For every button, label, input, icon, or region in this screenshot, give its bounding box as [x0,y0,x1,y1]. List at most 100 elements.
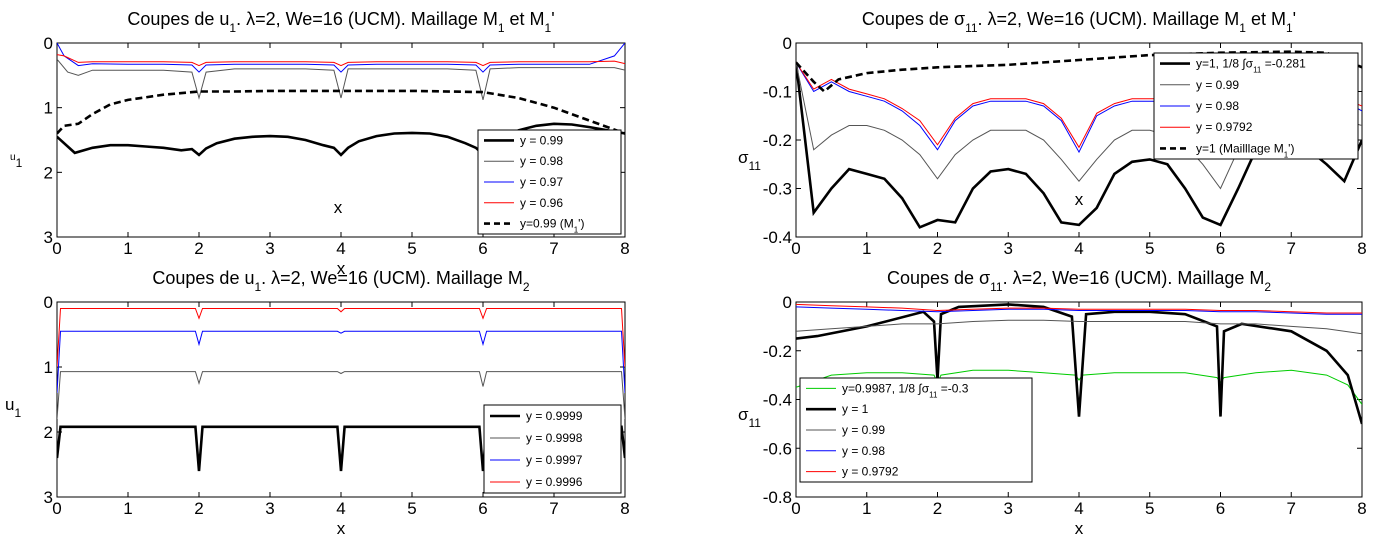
legend-label-part: 11 [929,390,938,399]
x-tick-label: 5 [407,239,416,258]
x-tick-label: 1 [862,239,871,258]
x-tick-label: 4 [336,239,345,258]
plot-annotation: x [1075,190,1084,209]
y-axis-label-part: 11 [749,416,762,430]
chart-title-part: 11 [990,280,1003,294]
y-tick-label: -0.2 [763,131,792,150]
chart-title-part: . λ=2, We=16 (UCM). Maillage M [261,268,523,288]
chart-title-part: . λ=2, We=16 (UCM). Maillage M [978,9,1240,29]
legend-label: y = 0.96 [520,196,563,210]
chart-title-part: 1 [229,21,236,35]
y-tick-label: -0.6 [763,439,792,458]
y-tick-label: 3 [44,488,53,507]
chart-title-part: 1 [1286,21,1293,35]
x-tick-label: 0 [52,499,61,518]
x-axis-label: x [1075,519,1084,538]
chart-title-part: Coupes de σ [887,268,990,288]
y-axis-label-part: σ [738,405,749,424]
legend-label: y = 0.98 [1196,99,1239,113]
y-tick-label: 0 [44,293,53,312]
y-axis-label-part: u [5,395,14,414]
x-tick-label: 7 [1287,239,1296,258]
y-tick-label: 1 [44,99,53,118]
chart-title: Coupes de σ11. λ=2, We=16 (UCM). Maillag… [887,268,1271,294]
chart-title: Coupes de u1. λ=2, We=16 (UCM). Maillage… [152,268,530,294]
y-axis-label: σ11 [738,148,761,173]
y-tick-label: 2 [44,163,53,182]
chart-title-part: 1 [498,21,505,35]
y-tick-label: -0.4 [763,391,792,410]
x-tick-label: 8 [1357,499,1366,518]
legend-label: y = 1 [842,402,869,416]
series-line-4 [796,306,1362,315]
chart-title-part: 2 [523,280,530,294]
series-line-3 [796,319,1362,335]
series-line-2 [57,58,625,101]
legend-box [483,404,622,494]
plot-annotation: x [334,198,343,217]
legend-label: y = 0.9792 [842,465,899,479]
chart-title-part: Coupes de σ [862,9,965,29]
y-axis-label: u1 [10,152,23,170]
x-tick-label: 0 [791,499,800,518]
y-tick-label: 0 [783,34,792,53]
legend-label: y=0.99 (M1') [520,217,584,235]
legend-label-part: 1 [1284,150,1289,159]
x-axis-label: x [337,259,346,278]
x-tick-label: 1 [123,499,132,518]
chart-title-part: et M [1246,9,1286,29]
legend-label-part: ') [578,217,584,231]
series-line-4 [57,54,625,67]
x-tick-label: 4 [1074,239,1083,258]
y-tick-label: 0 [44,34,53,53]
y-axis-label-part: 1 [14,406,21,420]
x-tick-label: 3 [1004,499,1013,518]
legend-label: y = 0.9997 [526,453,583,467]
legend-label: y=1, 1/8 ∫σ11 =-0.281 [1196,57,1306,75]
x-tick-label: 6 [478,499,487,518]
x-tick-label: 1 [862,499,871,518]
series-line-5 [57,89,625,135]
x-tick-label: 3 [265,499,274,518]
chart-title-part: 2 [1264,280,1271,294]
x-tick-label: 6 [1216,499,1225,518]
x-tick-label: 2 [194,239,203,258]
series-line-2 [796,303,1362,425]
series-group [796,303,1362,425]
series-line-3 [57,43,625,73]
legend-label-part: =-0.3 [937,381,968,395]
legend-label-part: σ [922,381,930,395]
x-tick-label: 0 [52,239,61,258]
y-axis-label-part: u [10,152,16,163]
x-tick-label: 7 [549,239,558,258]
x-tick-label: 5 [1145,239,1154,258]
chart-title-part: ' [551,9,554,29]
y-tick-label: 1 [44,358,53,377]
chart-title-part: . λ=2, We=16 (UCM). Maillage M [236,9,498,29]
x-tick-label: 5 [1145,499,1154,518]
legend-label: y = 0.9792 [1196,120,1253,134]
x-tick-label: 7 [1287,499,1296,518]
x-axis-label: x [337,519,346,538]
series-line-5 [796,303,1362,314]
legend-label: y=1 (Mailllage M1') [1196,141,1294,159]
series-line-4 [57,308,625,368]
legend: y=1, 1/8 ∫σ11 =-0.281 y = 0.99 y = 0.98 y =… [1153,52,1359,160]
x-tick-label: 7 [549,499,558,518]
y-tick-label: 0 [783,293,792,312]
legend: y = 0.99 y = 0.98 y = 0.97 y = 0.96 y=0.99 (… [477,129,622,235]
legend-label-part: 1 [574,225,579,234]
y-tick-label: 2 [44,423,53,442]
chart-title-part: et M [505,9,545,29]
legend-label-part: 11 [1253,65,1262,74]
chart-title-part: . λ=2, We=16 (UCM). Maillage M [1003,268,1265,288]
chart-title-part: Coupes de u [152,268,254,288]
y-tick-label: -0.1 [763,83,792,102]
legend-label: y = 0.99 [1196,78,1239,92]
legend-label: y = 0.9996 [526,475,583,489]
